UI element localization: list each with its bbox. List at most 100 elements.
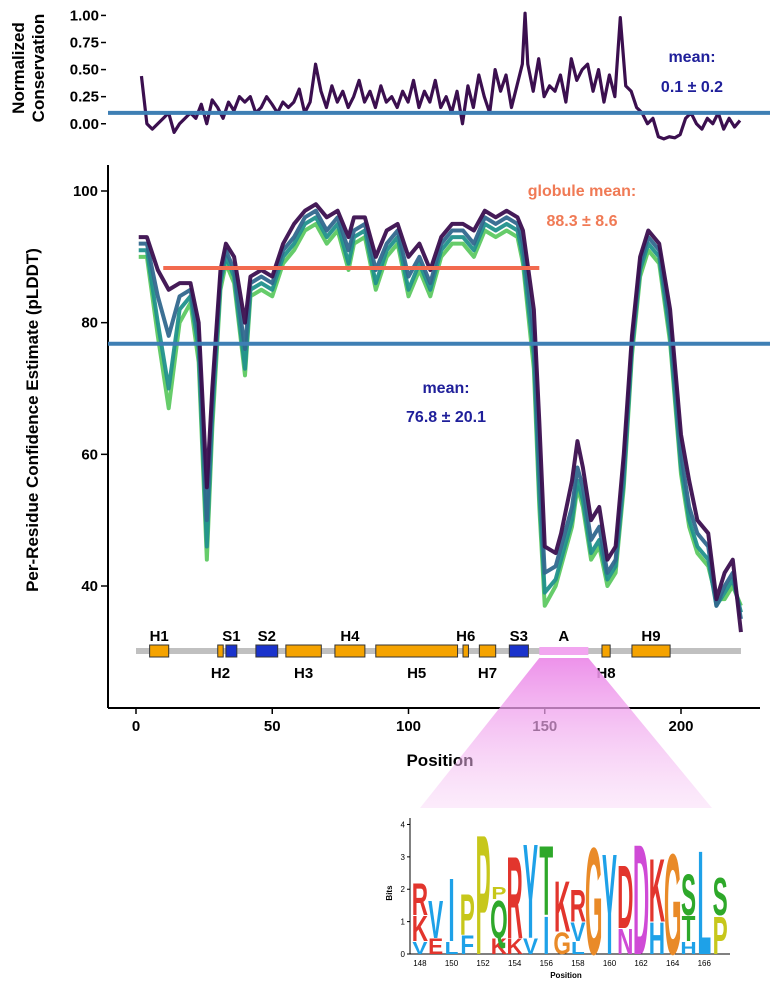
logo-letter-p: P: [491, 884, 506, 903]
plddt-y-ticks: 40 60 80 100: [73, 183, 108, 595]
logo-x-ticks: 148 150 152 154 156 158 160 162 164 166: [413, 959, 711, 968]
logo-letter-l: L: [571, 939, 585, 958]
ss-element-s3: [508, 644, 529, 658]
conservation-y-tick-label: 1.00: [70, 7, 99, 24]
plddt-y-tick-label: 60: [81, 446, 98, 463]
logo-x-tick-label: 166: [698, 959, 712, 968]
logo-letter-k: K: [649, 841, 665, 941]
ss-label-h9: H9: [641, 628, 660, 645]
ss-element-s2: [255, 644, 279, 658]
ss-label-h1: H1: [150, 628, 169, 645]
logo-letter-v: V: [428, 890, 443, 950]
plddt-x-tick-label: 50: [264, 718, 281, 735]
logo-letter-d: D: [633, 811, 649, 983]
logo-letter-r: R: [570, 881, 586, 932]
zoom-wedge: [420, 658, 712, 808]
conservation-y-tick-label: 0.00: [70, 116, 99, 133]
logo-letter-q: Q: [490, 890, 508, 950]
plddt-y-axis-label: Per-Residue Confidence Estimate (pLDDT): [23, 248, 42, 592]
logo-letter-p: P: [713, 906, 728, 966]
ss-element-a: [539, 647, 589, 655]
logo-letter-n: N: [617, 923, 633, 963]
logo-letter-p: P: [460, 883, 475, 948]
logo-y-tick-label: 1: [401, 918, 406, 927]
logo-x-tick-label: 162: [634, 959, 648, 968]
ss-label-s1: S1: [222, 628, 240, 645]
logo-letter-k: K: [491, 934, 508, 959]
ss-element-h6: [462, 644, 469, 658]
conservation-series-line: [139, 11, 742, 141]
conservation-y-tick-label: 0.25: [70, 89, 99, 106]
ss-label-s2: S2: [258, 628, 276, 645]
plddt-x-tick-label: 100: [396, 718, 421, 735]
ss-element-h9: [631, 644, 671, 658]
ss-label-h5: H5: [407, 665, 426, 682]
logo-letter-f: F: [460, 930, 474, 960]
logo-letter-r: R: [412, 875, 428, 926]
ss-element-h1: [149, 644, 170, 658]
logo-letter-l: L: [445, 939, 459, 958]
logo-y-tick-label: 2: [401, 885, 406, 894]
logo-letter-t: T: [682, 910, 696, 950]
plddt-x-tick-label: 200: [668, 718, 693, 735]
logo-letter-y: Y: [602, 824, 617, 983]
logo-letter-l: L: [697, 821, 711, 983]
globule-mean-value: 88.3 ± 8.6: [546, 213, 617, 230]
logo-letter-v: V: [412, 939, 427, 958]
logo-letter-h: H: [680, 939, 696, 958]
conservation-y-tick-label: 0.75: [70, 35, 99, 52]
logo-letter-i: I: [543, 906, 549, 966]
logo-x-tick-label: 160: [603, 959, 617, 968]
ss-label-s3: S3: [510, 628, 528, 645]
ss-element-h2: [217, 644, 224, 658]
plddt-x-tick-label: 0: [132, 718, 140, 735]
plddt-series-line: [138, 202, 743, 633]
conservation-mean-label: mean:: [668, 49, 715, 66]
logo-x-tick-label: 152: [476, 959, 490, 968]
ss-label-a: A: [558, 628, 569, 645]
logo-y-tick-label: 0: [401, 950, 406, 959]
ss-element-h5: [375, 644, 459, 658]
plddt-y-tick-label: 40: [81, 578, 98, 595]
logo-y-axis-label: Bits: [385, 885, 394, 901]
logo-letter-d: D: [617, 847, 633, 947]
sequence-logo-panel: Bits Position 0 1 2 3 4 148 150 152 154 156 158 16…: [372, 800, 740, 983]
conservation-y-ticks: 0.00 0.25 0.50 0.75 1.00: [70, 7, 106, 133]
logo-letter-t: T: [539, 827, 553, 937]
ss-label-h6: H6: [456, 628, 475, 645]
ss-element-h4: [334, 644, 366, 658]
ss-label-h3: H3: [294, 665, 313, 682]
logo-letter-e: E: [428, 934, 443, 959]
logo-x-tick-label: 150: [445, 959, 459, 968]
logo-letter-s: S: [713, 867, 728, 927]
logo-letter-i: I: [448, 860, 454, 960]
logo-letter-y: Y: [523, 816, 538, 967]
logo-x-tick-label: 158: [571, 959, 585, 968]
ss-label-h7: H7: [478, 665, 497, 682]
conservation-y-axis-label-line2: Conservation: [29, 14, 48, 123]
conservation-y-axis-label-line1: Normalized: [9, 22, 28, 114]
logo-x-tick-label: 154: [508, 959, 522, 968]
logo-letter-v: V: [523, 934, 538, 959]
logo-x-tick-label: 164: [666, 959, 680, 968]
logo-letter-s: S: [681, 864, 696, 929]
plddt-y-tick-label: 100: [73, 183, 98, 200]
conservation-mean-value: 0.1 ± 0.2: [661, 79, 723, 96]
logo-letter-v: V: [570, 917, 585, 947]
logo-y-ticks: 0 1 2 3 4: [401, 820, 410, 959]
conservation-y-tick-label: 0.50: [70, 62, 99, 79]
ss-element-h3: [285, 644, 322, 658]
ss-element-s1: [225, 644, 238, 658]
logo-letter-k: K: [412, 910, 429, 950]
plddt-y-tick-label: 80: [81, 315, 98, 332]
logo-y-tick-label: 3: [401, 853, 406, 862]
logo-x-tick-label: 156: [540, 959, 554, 968]
overall-mean-value: 76.8 ± 20.1: [406, 409, 486, 426]
conservation-panel: Normalized Conservation 0.00 0.25 0.50 0.75…: [9, 7, 770, 141]
logo-letter-p: P: [476, 800, 491, 983]
logo-letter-h: H: [649, 914, 665, 965]
conservation-lines: [139, 11, 742, 141]
